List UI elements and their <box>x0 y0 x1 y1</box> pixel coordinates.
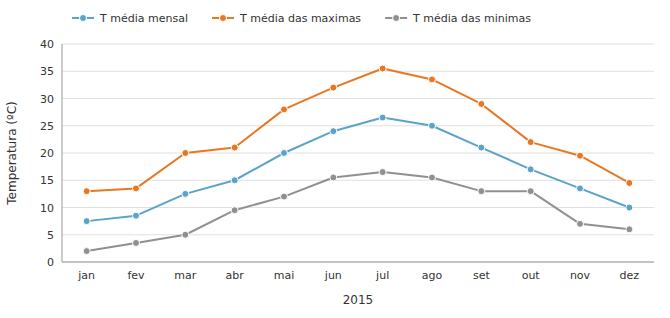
x-tick-label: jan <box>77 269 95 282</box>
point <box>577 220 584 227</box>
legend-item: T média das minimas <box>385 12 531 25</box>
x-tick-label: dez <box>620 269 640 282</box>
point <box>281 193 288 200</box>
x-axis-line <box>62 262 654 263</box>
point <box>83 218 90 225</box>
plot-area <box>83 65 633 255</box>
point <box>527 139 534 146</box>
chart-container: 0 5 10 15 20 25 30 35 40 jan fev mar abr mai jun jul ago… <box>0 0 670 318</box>
point <box>626 179 633 186</box>
legend-item: T média mensal <box>72 12 188 25</box>
y-tick-label: 35 <box>40 65 54 78</box>
point <box>478 100 485 107</box>
legend-marker <box>80 15 87 22</box>
x-tick-label: abr <box>226 269 245 282</box>
x-tick-label: mar <box>174 269 196 282</box>
line <box>87 172 630 251</box>
x-tick-label: jul <box>375 269 389 282</box>
y-tick-label: 10 <box>40 202 54 215</box>
x-axis-label: 2015 <box>343 293 374 307</box>
point <box>133 212 140 219</box>
grid-line <box>62 262 654 263</box>
x-tick-label: set <box>473 269 490 282</box>
grid-line <box>62 234 654 235</box>
point <box>379 114 386 121</box>
point <box>626 226 633 233</box>
legend-label: T média mensal <box>99 12 188 25</box>
y-tick-label: 20 <box>40 147 54 160</box>
x-tick-label: out <box>522 269 541 282</box>
point <box>330 128 337 135</box>
y-tick-label: 30 <box>40 93 54 106</box>
point <box>429 174 436 181</box>
point <box>577 152 584 159</box>
point <box>527 188 534 195</box>
y-tick-label: 15 <box>40 174 54 187</box>
point <box>330 84 337 91</box>
legend-marker <box>219 15 226 22</box>
line <box>87 69 630 192</box>
grid-line <box>62 98 654 99</box>
legend-label: T média das minimas <box>412 12 531 25</box>
chart: 0 5 10 15 20 25 30 35 40 jan fev mar abr mai jun jul ago… <box>0 0 670 318</box>
series <box>83 169 633 255</box>
point <box>133 185 140 192</box>
grid-line <box>62 44 654 45</box>
point <box>281 106 288 113</box>
point <box>133 239 140 246</box>
point <box>281 150 288 157</box>
x-tick-label: nov <box>570 269 591 282</box>
y-tick-label: 40 <box>40 38 54 51</box>
legend-label: T média das maximas <box>239 12 361 25</box>
y-tick-label: 5 <box>47 229 54 242</box>
point <box>478 188 485 195</box>
point <box>83 248 90 255</box>
legend-item: T média das maximas <box>212 12 361 25</box>
legend: T média mensal T média das maximas T média… <box>72 12 531 25</box>
x-tick-label: fev <box>127 269 145 282</box>
y-axis-label: Temperatura (ºC) <box>5 101 19 205</box>
grid <box>62 44 654 262</box>
x-tick-label: ago <box>422 269 443 282</box>
grid-line <box>62 207 654 208</box>
point <box>527 166 534 173</box>
point <box>478 144 485 151</box>
point <box>429 122 436 129</box>
y-tick-label: 0 <box>47 256 54 269</box>
point <box>182 231 189 238</box>
point <box>429 76 436 83</box>
point <box>379 169 386 176</box>
grid-line <box>62 71 654 72</box>
line <box>87 118 630 222</box>
point <box>577 185 584 192</box>
point <box>330 174 337 181</box>
point <box>231 144 238 151</box>
point <box>231 177 238 184</box>
point <box>626 204 633 211</box>
point <box>182 150 189 157</box>
series <box>83 114 633 225</box>
y-axis-line <box>62 44 63 262</box>
grid-line <box>62 180 654 181</box>
x-tick-label: jun <box>324 269 342 282</box>
point <box>182 190 189 197</box>
legend-marker <box>393 15 400 22</box>
point <box>83 188 90 195</box>
point <box>379 65 386 72</box>
y-tick-label: 25 <box>40 120 54 133</box>
point <box>231 207 238 214</box>
x-tick-label: mai <box>274 269 295 282</box>
